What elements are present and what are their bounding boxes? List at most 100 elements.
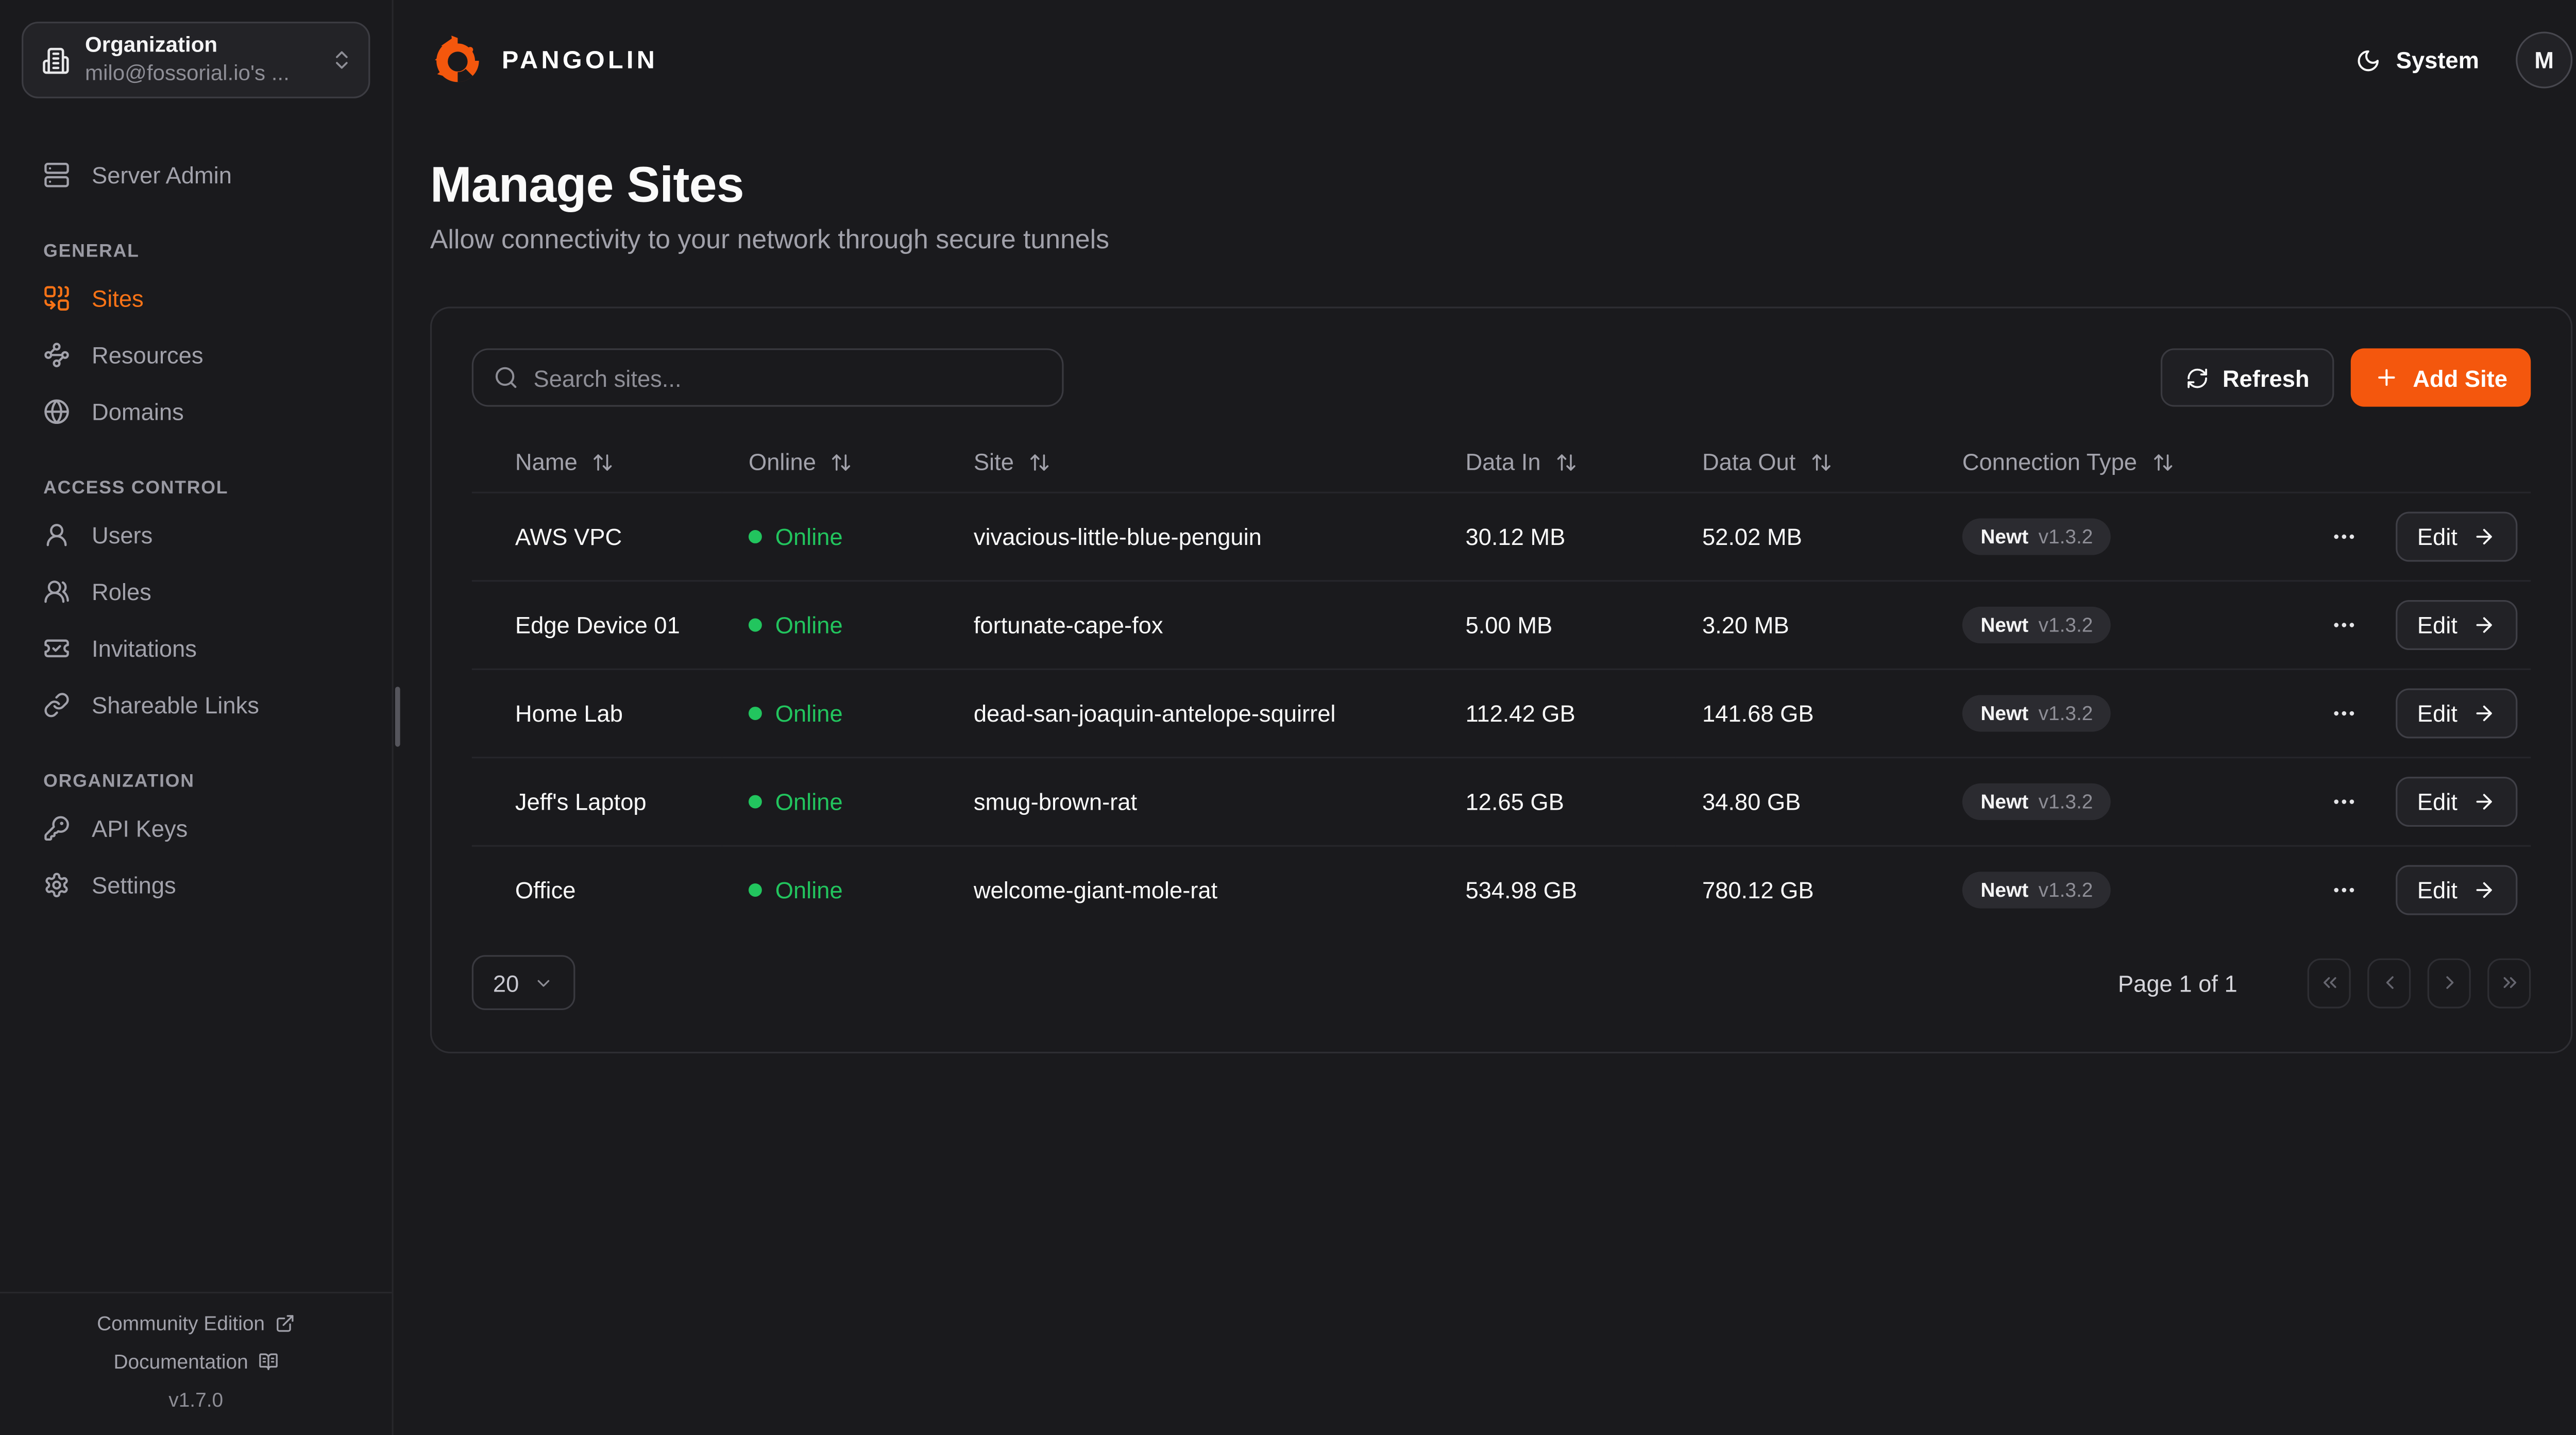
sidebar-item-label: Shareable Links <box>91 691 259 719</box>
sidebar-item-invitations[interactable]: Invitations <box>43 620 370 677</box>
row-edit-button[interactable]: Edit <box>2395 864 2518 915</box>
online-dot-icon <box>748 794 762 808</box>
row-more-button[interactable] <box>2331 876 2358 903</box>
sidebar-item-shareable-links[interactable]: Shareable Links <box>43 677 370 733</box>
sidebar-item-resources[interactable]: Resources <box>43 327 370 383</box>
cell-name: AWS VPC <box>515 522 622 550</box>
sidebar-item-settings[interactable]: Settings <box>43 857 370 913</box>
link-icon <box>44 693 69 717</box>
page-header: Manage Sites Allow connectivity to your … <box>430 158 2572 257</box>
sidebar-item-server-admin[interactable]: Server Admin <box>43 147 370 203</box>
cell-name: Office <box>515 876 576 903</box>
table-row: AWS VPC Online vivacious-little-blue-pen… <box>472 492 2531 580</box>
arrow-right-icon <box>2476 528 2492 544</box>
org-switcher-value: milo@fossorial.io's ... <box>85 60 290 86</box>
sort-header-data-in[interactable]: Data In <box>1465 449 1577 475</box>
table-header-row: Name Online Site Data In Data Out Connection … <box>471 433 2531 492</box>
last-page-button[interactable] <box>2487 958 2531 1008</box>
sidebar-item-domains[interactable]: Domains <box>43 383 370 440</box>
row-edit-button[interactable]: Edit <box>2395 510 2518 561</box>
documentation-link[interactable]: Documentation <box>114 1350 278 1373</box>
users-round-icon <box>44 580 69 603</box>
add-site-button-label: Add Site <box>2413 364 2507 391</box>
cell-site: welcome-giant-mole-rat <box>973 876 1218 903</box>
arrow-right-icon <box>2476 705 2492 721</box>
row-edit-button[interactable]: Edit <box>2395 687 2518 738</box>
cell-data-out: 34.80 GB <box>1702 788 1801 814</box>
connection-type-badge: Newt v1.3.2 <box>1962 606 2111 643</box>
actions-column-header <box>2286 433 2531 491</box>
arrow-up-down-icon <box>833 454 851 470</box>
globe-icon <box>44 399 69 424</box>
cell-data-out: 141.68 GB <box>1702 699 1814 726</box>
cell-data-out: 3.20 MB <box>1702 610 1789 638</box>
row-more-button[interactable] <box>2331 522 2358 549</box>
sidebar-resize-handle[interactable] <box>395 687 400 747</box>
sort-header-site[interactable]: Site <box>974 449 1050 475</box>
row-more-button[interactable] <box>2331 788 2358 814</box>
sort-header-data-out[interactable]: Data Out <box>1702 449 1833 475</box>
avatar[interactable]: M <box>2516 31 2573 89</box>
community-edition-link[interactable]: Community Edition <box>97 1312 295 1335</box>
arrow-up-down-icon <box>594 454 613 470</box>
connection-type-badge: Newt v1.3.2 <box>1962 782 2111 819</box>
next-page-button[interactable] <box>2427 958 2471 1008</box>
cell-site: dead-san-joaquin-antelope-squirrel <box>973 699 1336 726</box>
settings-icon <box>45 873 68 898</box>
sidebar-item-api-keys[interactable]: API Keys <box>43 800 370 857</box>
theme-toggle-label: System <box>2396 46 2479 74</box>
sites-toolbar: Refresh Add Site <box>471 348 2531 407</box>
main-area: PANGOLIN System M Manage Sites Allow con… <box>394 0 2576 1435</box>
cell-data-in: 12.65 GB <box>1465 788 1564 814</box>
search-input[interactable] <box>533 364 1042 391</box>
sidebar-item-label: Server Admin <box>91 161 232 189</box>
sidebar-item-label: Users <box>91 521 153 549</box>
sort-header-name[interactable]: Name <box>515 449 614 475</box>
plus-icon <box>2378 369 2396 386</box>
sidebar-item-label: API Keys <box>91 815 188 842</box>
arrow-right-icon <box>2476 616 2492 632</box>
add-site-button[interactable]: Add Site <box>2351 348 2531 407</box>
cell-name: Edge Device 01 <box>515 610 680 638</box>
organization-switcher[interactable]: Organization milo@fossorial.io's ... <box>22 22 370 98</box>
sidebar-item-label: Roles <box>91 578 151 605</box>
row-more-button[interactable] <box>2331 699 2358 726</box>
sidebar-item-label: Domains <box>91 398 184 425</box>
status-badge: Online <box>748 788 934 814</box>
sidebar-item-roles[interactable]: Roles <box>43 563 370 620</box>
theme-toggle[interactable]: System <box>2356 46 2479 74</box>
sort-header-connection-type[interactable]: Connection Type <box>1962 449 2174 475</box>
building-icon <box>43 47 69 73</box>
online-dot-icon <box>748 529 762 543</box>
sidebar-item-users[interactable]: Users <box>43 507 370 563</box>
org-switcher-label: Organization <box>85 31 218 57</box>
refresh-button[interactable]: Refresh <box>2161 348 2335 407</box>
row-edit-button[interactable]: Edit <box>2395 599 2518 650</box>
sidebar-nav: Server Admin GENERAL Sites Resources Domains… <box>0 120 392 1292</box>
cell-data-in: 5.00 MB <box>1465 610 1553 638</box>
page-info: Page 1 of 1 <box>2117 969 2238 996</box>
chevron-left-icon <box>2385 976 2393 989</box>
cell-data-in: 112.42 GB <box>1465 699 1575 726</box>
cell-site: fortunate-cape-fox <box>973 610 1163 638</box>
ellipsis-icon <box>2333 798 2354 804</box>
ellipsis-icon <box>2333 622 2354 627</box>
brand-logo[interactable]: PANGOLIN <box>430 31 658 88</box>
sidebar-item-sites[interactable]: Sites <box>43 270 370 327</box>
refresh-icon <box>2188 368 2208 387</box>
row-edit-button[interactable]: Edit <box>2395 776 2518 826</box>
sidebar-item-label: Settings <box>91 872 176 899</box>
ellipsis-icon <box>2333 534 2354 538</box>
page-size-select[interactable]: 20 <box>471 955 575 1011</box>
row-more-button[interactable] <box>2331 611 2358 638</box>
sidebar-item-label: Invitations <box>91 635 197 662</box>
cell-name: Jeff's Laptop <box>515 788 647 814</box>
waypoints-icon <box>44 343 69 367</box>
sort-header-online[interactable]: Online <box>749 449 853 475</box>
online-dot-icon <box>748 617 762 631</box>
first-page-button[interactable] <box>2307 958 2351 1008</box>
previous-page-button[interactable] <box>2367 958 2411 1008</box>
cell-data-in: 30.12 MB <box>1465 522 1566 550</box>
ellipsis-icon <box>2333 887 2354 892</box>
topbar: PANGOLIN System M <box>430 0 2573 120</box>
